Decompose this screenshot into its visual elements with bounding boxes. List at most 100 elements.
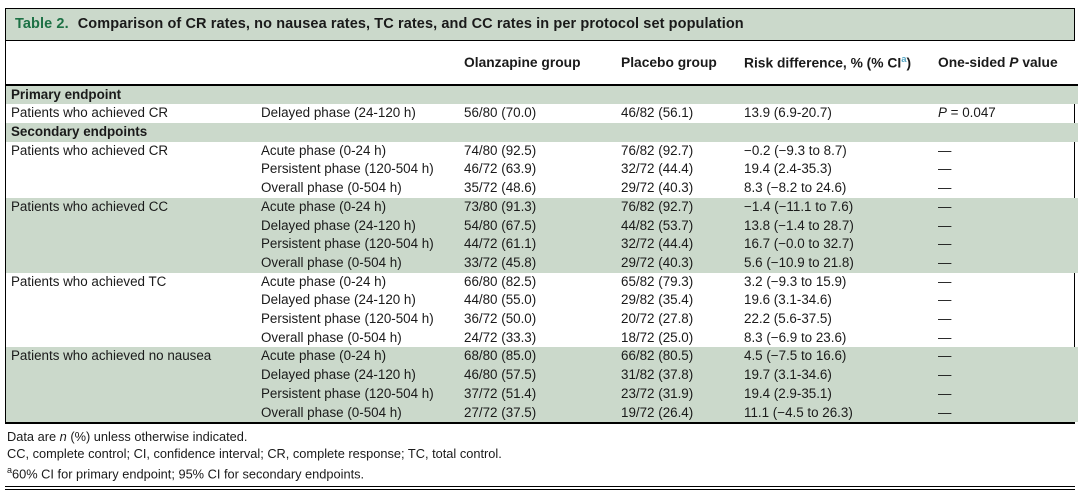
p-value-cell: — xyxy=(933,366,1078,385)
placebo-cell: 29/72 (40.3) xyxy=(621,180,694,196)
risk-difference-cell: 13.8 (−1.4 to 28.7) xyxy=(739,216,933,236)
olanzapine-cell: 37/72 (51.4) xyxy=(459,384,616,404)
phase-cell: Overall phase (0-504 h) xyxy=(256,253,459,273)
risk-difference-cell: 19.4 (2.4-35.3) xyxy=(744,161,832,177)
endpoint-cell xyxy=(6,403,256,423)
olanzapine-cell: 56/80 (70.0) xyxy=(464,105,537,121)
data-row: Overall phase (0-504 h) 27/72 (37.5) 19/72… xyxy=(6,403,1078,423)
olanzapine-cell: 44/80 (55.0) xyxy=(464,292,537,308)
olanzapine-cell: 66/80 (82.5) xyxy=(464,273,537,289)
risk-difference-cell: 13.9 (6.9-20.7) xyxy=(744,105,832,121)
phase-cell: Acute phase (0-24 h) xyxy=(261,142,387,158)
table-number-label: Table 2. xyxy=(15,16,69,32)
table-body: Primary endpoint Patients who achieved CR… xyxy=(6,84,1078,423)
placebo-cell: 29/72 (40.3) xyxy=(616,253,739,273)
p-value-cell: — xyxy=(933,403,1078,423)
data-row: Patients who achieved no nausea Acute pha… xyxy=(6,347,1078,367)
olanzapine-cell: 27/72 (37.5) xyxy=(459,403,616,423)
col-header-phase-blank xyxy=(256,41,459,86)
phase-cell: Persistent phase (120-504 h) xyxy=(256,235,459,254)
phase-cell: Delayed phase (24-120 h) xyxy=(256,216,459,236)
phase-cell: Delayed phase (24-120 h) xyxy=(261,292,416,308)
table-frame: Table 2. Comparison of CR rates, no nause… xyxy=(5,8,1078,425)
endpoint-cell xyxy=(6,366,256,385)
comparison-table: Olanzapine group Placebo group Risk diff… xyxy=(6,41,1078,423)
phase-cell: Persistent phase (120-504 h) xyxy=(256,384,459,404)
section-header-label: Secondary endpoints xyxy=(6,123,1078,142)
phase-cell: Overall phase (0-504 h) xyxy=(261,180,402,196)
risk-difference-cell: 3.2 (−9.3 to 15.9) xyxy=(744,273,847,289)
endpoint-cell xyxy=(6,291,256,310)
col-header-placebo: Placebo group xyxy=(616,41,739,86)
placebo-cell: 32/72 (44.4) xyxy=(621,161,694,177)
data-row: Delayed phase (24-120 h) 46/80 (57.5) 31/8… xyxy=(6,366,1078,385)
phase-cell: Persistent phase (120-504 h) xyxy=(261,161,434,177)
olanzapine-cell: 24/72 (33.3) xyxy=(464,329,537,345)
placebo-cell: 29/82 (35.4) xyxy=(621,292,694,308)
endpoint-cell xyxy=(6,329,256,348)
footnote-abbreviations: CC, complete control; CI, confidence int… xyxy=(7,445,502,461)
phase-cell: Acute phase (0-24 h) xyxy=(256,347,459,367)
bottom-double-rule xyxy=(5,486,1075,490)
header-row: Olanzapine group Placebo group Risk diff… xyxy=(6,41,1078,86)
phase-cell: Delayed phase (24-120 h) xyxy=(256,366,459,385)
placebo-cell: 19/72 (26.4) xyxy=(616,403,739,423)
phase-cell: Persistent phase (120-504 h) xyxy=(261,311,434,327)
section-header-row: Primary endpoint xyxy=(6,84,1078,105)
endpoint-cell: Patients who achieved TC xyxy=(11,273,167,289)
endpoint-cell xyxy=(6,235,256,254)
table-caption-text: Comparison of CR rates, no nausea rates,… xyxy=(77,16,744,32)
paper-table-figure: Table 2. Comparison of CR rates, no nause… xyxy=(5,8,1078,490)
footnote-marker-a: a xyxy=(7,464,13,475)
olanzapine-cell: 54/80 (67.5) xyxy=(459,216,616,236)
risk-difference-cell: 5.6 (−10.9 to 21.8) xyxy=(739,253,933,273)
data-row: Overall phase (0-504 h) 24/72 (33.3) 18/72… xyxy=(6,329,1078,348)
data-row: Delayed phase (24-120 h) 44/80 (55.0) 29/8… xyxy=(6,291,1078,310)
endpoint-cell xyxy=(6,160,256,179)
p-value-cell: — xyxy=(933,235,1078,254)
col-header-endpoint-blank xyxy=(6,41,256,86)
placebo-cell: 46/82 (56.1) xyxy=(621,105,694,121)
olanzapine-cell: 68/80 (85.0) xyxy=(459,347,616,367)
placebo-cell: 31/82 (37.8) xyxy=(616,366,739,385)
footnote-marker-a: a xyxy=(901,54,907,65)
footnote-data-note: Data are n (%) unless otherwise indicate… xyxy=(7,429,248,445)
table-header: Olanzapine group Placebo group Risk diff… xyxy=(6,41,1078,86)
p-value-cell: — xyxy=(933,384,1078,404)
olanzapine-cell: 46/72 (63.9) xyxy=(464,161,537,177)
risk-difference-cell: 8.3 (−6.9 to 23.6) xyxy=(744,329,847,345)
col-header-olanzapine: Olanzapine group xyxy=(459,41,616,86)
endpoint-cell xyxy=(6,179,256,198)
data-row: Patients who achieved CR Acute phase (0-2… xyxy=(6,142,1078,161)
placebo-cell: 44/82 (53.7) xyxy=(616,216,739,236)
section-header-label: Primary endpoint xyxy=(6,84,1078,105)
placebo-cell: 76/82 (92.7) xyxy=(621,142,694,158)
phase-cell: Overall phase (0-504 h) xyxy=(256,403,459,423)
col-header-p-value: One-sided P value xyxy=(933,41,1078,86)
p-value-cell: — xyxy=(933,197,1078,217)
phase-cell: Delayed phase (24-120 h) xyxy=(261,105,416,121)
placebo-cell: 65/82 (79.3) xyxy=(621,273,694,289)
data-row: Patients who achieved CR Delayed phase (2… xyxy=(6,104,1078,123)
olanzapine-cell: 44/72 (61.1) xyxy=(459,235,616,254)
data-row: Persistent phase (120-504 h) 44/72 (61.1)… xyxy=(6,235,1078,254)
p-value-cell: — xyxy=(938,161,952,177)
p-value-cell: — xyxy=(933,216,1078,236)
placebo-cell: 20/72 (27.8) xyxy=(621,311,694,327)
p-value-cell: — xyxy=(933,253,1078,273)
data-row: Overall phase (0-504 h) 35/72 (48.6) 29/72… xyxy=(6,179,1078,198)
placebo-cell: 18/72 (25.0) xyxy=(621,329,694,345)
phase-cell: Overall phase (0-504 h) xyxy=(261,329,402,345)
data-row: Persistent phase (120-504 h) 36/72 (50.0)… xyxy=(6,310,1078,329)
data-row: Delayed phase (24-120 h) 54/80 (67.5) 44/8… xyxy=(6,216,1078,236)
olanzapine-cell: 33/72 (45.8) xyxy=(459,253,616,273)
data-row: Persistent phase (120-504 h) 46/72 (63.9)… xyxy=(6,160,1078,179)
olanzapine-cell: 36/72 (50.0) xyxy=(464,311,537,327)
placebo-cell: 32/72 (44.4) xyxy=(616,235,739,254)
footnote-ci-note: a60% CI for primary endpoint; 95% CI for… xyxy=(7,464,365,482)
col-header-risk-difference: Risk difference, % (% CIa) xyxy=(739,41,933,86)
footnotes: Data are n (%) unless otherwise indicate… xyxy=(5,424,1075,482)
risk-difference-cell: 19.4 (2.9-35.1) xyxy=(739,384,933,404)
endpoint-cell xyxy=(6,216,256,236)
risk-difference-cell: −0.2 (−9.3 to 8.7) xyxy=(744,142,847,158)
